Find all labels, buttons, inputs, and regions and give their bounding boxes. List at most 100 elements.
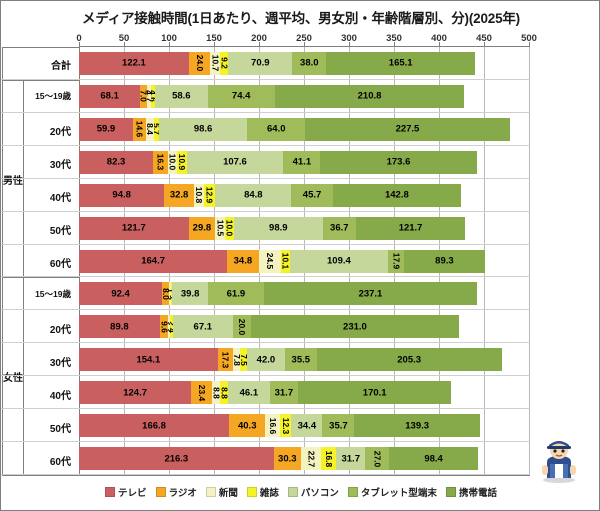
bar-value-label: 1.5 (169, 288, 170, 300)
bar-value-label: 154.1 (136, 354, 161, 366)
bar-value-label: 16.3 (155, 153, 166, 171)
legend-item-タブレット型端末[interactable]: タブレット型端末 (347, 485, 437, 499)
bar-value-label: 10.1 (280, 252, 290, 270)
row-separator (1, 144, 530, 146)
bar-value-label: 16.8 (324, 450, 335, 467)
legend-item-雑誌[interactable]: 雑誌 (246, 485, 279, 499)
group-axis-line (23, 79, 24, 278)
bar-value-label: 22.7 (306, 450, 317, 467)
bar-value-label: 35.7 (329, 419, 348, 431)
row-category-label: 合計 (51, 61, 71, 73)
row-category-label: 15〜19歳 (35, 91, 71, 102)
table-row: 94.8 32.8 10.8 12.9 84.8 45.7 142.8 (79, 183, 529, 207)
bar-value-label: 139.3 (405, 419, 430, 431)
table-row: 164.7 34.8 24.5 10.1 109.4 17.9 89.3 (79, 249, 529, 273)
bar-segment-パソコン: 107.6 (186, 150, 284, 174)
bar-segment-パソコン: 98.9 (233, 216, 323, 240)
bar-segment-携帯電話: 142.8 (332, 183, 462, 207)
row-separator (1, 474, 530, 475)
bar-segment-雑誌: 16.8 (321, 447, 337, 471)
bar-segment-雑誌: 10.1 (280, 249, 290, 273)
x-axis-tick (484, 42, 485, 47)
bar-segment-携帯電話: 170.1 (298, 381, 452, 405)
row-separator (1, 210, 530, 212)
bar-segment-テレビ: 166.8 (79, 414, 230, 438)
legend-label: 雑誌 (259, 488, 279, 499)
bar-segment-パソコン: 98.6 (158, 117, 248, 141)
legend-label: タブレット型端末 (360, 488, 437, 499)
bar-value-label: 30.3 (278, 452, 297, 464)
bar-segment-パソコン: 84.8 (215, 183, 292, 207)
bar-segment-パソコン: 109.4 (289, 249, 389, 273)
bar-value-label: 10.8 (193, 186, 204, 204)
x-tick-label: 450 (476, 33, 492, 44)
legend-swatch-icon (287, 487, 298, 497)
table-row: 92.4 8.01.51.7 39.8 61.9 237.1 (79, 282, 529, 306)
x-tick-label: 0 (76, 33, 82, 44)
bar-value-label: 109.4 (327, 255, 351, 267)
bar-segment-タブレット型端末: 64.0 (247, 117, 306, 141)
bar-segment-タブレット型端末: 35.7 (322, 414, 355, 438)
bar-segment-テレビ: 124.7 (79, 381, 192, 405)
row-separator (1, 111, 530, 113)
bar-value-label: 165.1 (388, 57, 413, 69)
bar-value-label: 237.1 (358, 288, 383, 300)
row-category-label: 50代 (49, 226, 71, 238)
bar-value-label: 31.7 (274, 386, 294, 398)
legend-swatch-icon (105, 487, 116, 497)
legend-item-新聞[interactable]: 新聞 (205, 485, 238, 499)
bar-value-label: 8.4 (146, 123, 154, 136)
row-category-label: 60代 (49, 456, 71, 468)
bar-value-label: 64.0 (267, 123, 286, 135)
bar-value-label: 7.8 (233, 353, 241, 366)
table-row: 121.7 29.8 10.5 10.0 98.9 36.7 121.7 (79, 216, 529, 240)
bar-segment-雑誌: 4.6 (150, 84, 155, 108)
bar-segment-パソコン: 46.1 (228, 381, 270, 405)
x-tick-label: 400 (431, 33, 447, 44)
bar-value-label: 40.3 (237, 419, 257, 431)
row-category-label: 40代 (49, 390, 71, 402)
bar-segment-テレビ: 94.8 (79, 183, 165, 207)
bar-segment-タブレット型端末: 27.0 (365, 447, 390, 471)
bar-value-label: 82.3 (106, 156, 126, 168)
legend-item-テレビ[interactable]: テレビ (105, 485, 147, 499)
legend-item-パソコン[interactable]: パソコン (287, 485, 339, 499)
bar-value-label: 59.9 (96, 123, 116, 135)
legend-label: 携帯電話 (458, 488, 497, 499)
bar-value-label: 68.1 (100, 90, 119, 102)
bar-segment-新聞: 10.7 (210, 51, 221, 75)
bar-value-label: 122.1 (122, 57, 146, 69)
row-category-label: 60代 (49, 259, 71, 270)
bar-segment-タブレット型端末: 61.9 (208, 282, 264, 306)
table-row: 68.1 7.0 4.7 4.6 58.6 74.4 210.8 (79, 84, 529, 108)
bar-value-label: 7.5 (240, 353, 248, 366)
bar-segment-タブレット型端末: 41.1 (283, 150, 321, 174)
bar-value-label: 89.3 (435, 255, 454, 267)
legend-item-ラジオ[interactable]: ラジオ (155, 485, 197, 499)
bar-value-label: 46.1 (239, 386, 259, 398)
legend-label: パソコン (300, 488, 339, 499)
bar-value-label: 92.4 (111, 288, 130, 300)
bar-segment-パソコン: 70.9 (228, 51, 293, 75)
label-column-border (2, 47, 3, 476)
row-separator (1, 408, 530, 410)
x-axis-tick (304, 42, 305, 47)
row-separator (1, 309, 530, 311)
table-row: 166.8 40.3 16.6 12.3 34.4 35.7 139.3 (79, 414, 529, 438)
bar-value-label: 121.7 (398, 222, 423, 234)
bar-value-label: 1.7 (171, 288, 173, 300)
table-row: 89.8 9.62.22.4 67.1 20.0 231.0 (79, 315, 529, 339)
bar-segment-新聞: 7.8 (233, 348, 241, 372)
bar-value-label: 8.0 (162, 288, 170, 300)
row-category-label: 15〜19歳 (35, 288, 71, 299)
legend-item-携帯電話[interactable]: 携帯電話 (445, 485, 497, 499)
legend-label: ラジオ (168, 488, 197, 499)
bar-value-label: 67.1 (193, 321, 213, 333)
bar-value-label: 20.0 (237, 318, 248, 336)
bar-segment-携帯電話: 121.7 (355, 216, 466, 240)
bar-value-label: 142.8 (384, 189, 409, 201)
bar-value-label: 94.8 (112, 189, 131, 201)
bar-value-label: 58.6 (172, 90, 191, 102)
bar-segment-新聞: 8.4 (146, 117, 154, 141)
bar-value-label: 17.3 (220, 351, 231, 369)
